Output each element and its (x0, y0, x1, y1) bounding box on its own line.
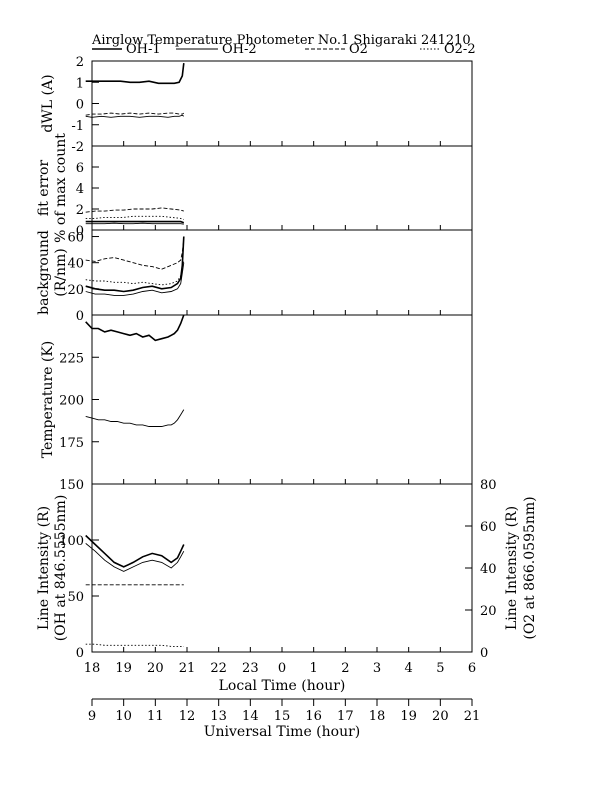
y-tick-label: 50 (67, 590, 84, 605)
panel-frame (91, 145, 473, 231)
series-temperature-oh-2 (85, 409, 185, 427)
legend-label-o2-2: O2-2 (444, 42, 476, 57)
local-time-tick-label: 0 (278, 661, 286, 676)
series-fit_error-o2-2 (85, 215, 184, 220)
series-background-o2 (85, 239, 185, 270)
series-dwl-oh-1 (85, 63, 185, 85)
y-tick-label: -1 (71, 119, 84, 134)
y-tick-label: 2 (76, 203, 84, 218)
y-tick-label: 150 (59, 478, 84, 493)
local-time-tick-label: 23 (242, 661, 259, 676)
y-axis-title: (R/nm) (53, 248, 69, 296)
series-background-oh-1 (85, 236, 185, 293)
y-axis-title: dWL (A) (40, 74, 56, 132)
universal-time-tick-label: 16 (305, 709, 322, 724)
local-time-tick-label: 21 (179, 661, 196, 676)
local-time-tick-label: 4 (405, 661, 413, 676)
y-tick-label: 0 (76, 98, 84, 113)
y-tick-label: 6 (76, 161, 84, 176)
local-time-tick-label: 6 (468, 661, 476, 676)
y2-tick-label: 0 (480, 646, 488, 661)
y2-tick-label: 60 (480, 520, 497, 535)
y-axis-title: fit error (36, 160, 52, 217)
series-fit_error-oh-2 (85, 222, 184, 225)
series-line_intensity-o2-2 (85, 643, 184, 647)
universal-time-tick-label: 9 (88, 709, 96, 724)
legend-label-o2: O2 (349, 42, 368, 57)
panel-frame (91, 314, 473, 485)
universal-time-tick-label: 10 (115, 709, 132, 724)
panel-frame (91, 483, 473, 653)
universal-time-tick-label: 18 (369, 709, 386, 724)
y-axis-title: Temperature (K) (40, 341, 56, 459)
legend: OH-1 OH-2 O2 O2-2 (92, 42, 476, 57)
y2-axis-title: Line Intensity (R) (504, 506, 520, 630)
local-time-tick-label: 5 (436, 661, 444, 676)
universal-time-tick-label: 15 (274, 709, 291, 724)
series-dwl-oh-2 (85, 114, 185, 118)
series-fit_error-o2 (85, 207, 184, 213)
y-axis-title: Line Intensity (R) (36, 506, 52, 630)
panel-frame (91, 229, 473, 316)
universal-time-tick-label: 11 (147, 709, 164, 724)
local-time-tick-label: 22 (210, 661, 227, 676)
chart-title: Airglow Temperature Photometer No.1 Shig… (91, 33, 471, 48)
series-temperature-oh-1 (85, 314, 185, 342)
panel-fit_error: 6 4 2 0 fit error% of max count (36, 133, 473, 243)
series-fit_error-oh-1 (85, 220, 185, 224)
universal-time-tick-label: 13 (210, 709, 227, 724)
y-tick-label: 200 (59, 394, 84, 409)
panel-frame (91, 60, 473, 147)
y-tick-label: 20 (67, 283, 84, 298)
y-axis-title: (OH at 846.5555nm) (53, 495, 69, 642)
local-time-tick-label: 3 (373, 661, 381, 676)
y-axis-title: % of max count (53, 133, 69, 243)
y-tick-label: 60 (67, 231, 84, 246)
universal-time-tick-label: 21 (464, 709, 481, 724)
panel-background: 60 40 20 0 background (R/nm) (36, 229, 473, 324)
y2-axis-title: (O2 at 866.0595nm) (522, 496, 538, 639)
universal-time-tick-label: 20 (432, 709, 449, 724)
panel-dwl: 2 1 0 -1 -2 dWL (A) (40, 55, 473, 155)
series-background-oh-2 (85, 262, 185, 296)
series-background-o2-2 (85, 260, 185, 286)
universal-time-tick-label: 17 (337, 709, 354, 724)
local-time-tick-label: 1 (310, 661, 318, 676)
series-line_intensity-oh-1 (85, 534, 185, 568)
y-tick-label: 0 (76, 224, 84, 239)
series-dwl-o2 (85, 112, 185, 116)
y-axis-title: background (36, 230, 52, 315)
universal-time-tick-label: 14 (242, 709, 259, 724)
y-tick-label: 0 (76, 309, 84, 324)
universal-time-tick-label: 12 (179, 709, 196, 724)
local-time-tick-label: 2 (341, 661, 349, 676)
y-tick-label: 225 (59, 351, 84, 366)
y2-tick-label: 80 (480, 478, 497, 493)
y-tick-label: -2 (71, 140, 84, 155)
y-tick-label: 2 (76, 55, 84, 70)
universal-time-axis-title: Universal Time (hour) (204, 724, 361, 740)
universal-time-tick-label: 19 (400, 709, 417, 724)
y-tick-label: 4 (76, 182, 84, 197)
y-tick-label: 40 (67, 257, 84, 272)
y-tick-label: 1 (76, 76, 84, 91)
y2-tick-label: 20 (480, 604, 497, 619)
local-time-tick-label: 20 (147, 661, 164, 676)
y-tick-label: 0 (76, 646, 84, 661)
legend-label-oh-2: OH-2 (222, 42, 257, 57)
legend-label-oh-1: OH-1 (126, 42, 161, 57)
y-tick-label: 175 (59, 436, 84, 451)
local-time-tick-label: 18 (84, 661, 101, 676)
y-tick-label: 100 (59, 534, 84, 549)
local-time-tick-label: 19 (115, 661, 132, 676)
y2-tick-label: 40 (480, 562, 497, 577)
series-line_intensity-oh-2 (85, 543, 185, 572)
local-time-axis-title: Local Time (hour) (219, 678, 346, 694)
